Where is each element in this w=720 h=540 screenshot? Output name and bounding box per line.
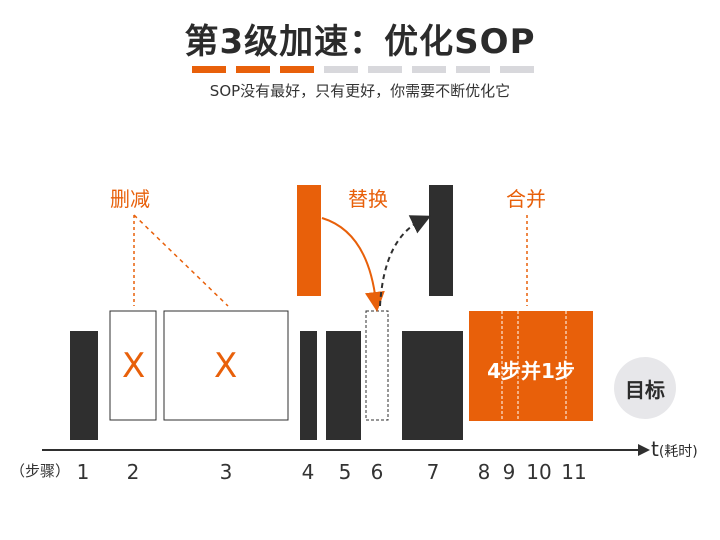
merge-label: 合并 bbox=[506, 187, 546, 211]
replacement-old-block bbox=[429, 185, 453, 296]
goal-badge: 目标 bbox=[614, 357, 676, 419]
step-6-block-slot bbox=[365, 310, 389, 421]
step-number-1: 1 bbox=[76, 460, 90, 484]
delete-connector-2 bbox=[133, 214, 229, 307]
progress-segment-1 bbox=[192, 66, 226, 73]
delete-label: 删减 bbox=[110, 187, 150, 211]
step-number-10: 10 bbox=[526, 460, 552, 484]
step-number-11: 11 bbox=[561, 460, 587, 484]
step-3-block-deleted bbox=[163, 310, 289, 421]
step-1-block bbox=[70, 331, 98, 440]
subtitle: SOP没有最好，只有更好，你需要不断优化它 bbox=[209, 82, 511, 100]
step-2-delete-mark: X bbox=[122, 346, 146, 386]
step-3-delete-mark: X bbox=[214, 346, 238, 386]
progress-segment-4 bbox=[324, 66, 358, 73]
replace-label: 替换 bbox=[348, 187, 388, 211]
replacement-new-block bbox=[297, 185, 321, 296]
time-axis-label: t(耗时) bbox=[651, 437, 698, 461]
step-4-block bbox=[300, 331, 317, 440]
merged-block-label: 4步并1步 bbox=[487, 359, 575, 383]
replace-out-arrow bbox=[379, 215, 432, 307]
step-5-block bbox=[326, 331, 361, 440]
step-number-2: 2 bbox=[126, 460, 140, 484]
step-number-8: 8 bbox=[477, 460, 491, 484]
step-number-4: 4 bbox=[301, 460, 315, 484]
page-title: 第3级加速：优化SOP bbox=[184, 22, 536, 62]
step-number-6: 6 bbox=[370, 460, 384, 484]
step-number-7: 7 bbox=[426, 460, 440, 484]
axis-unit-label: （步骤） bbox=[10, 462, 71, 480]
step-number-3: 3 bbox=[219, 460, 233, 484]
progress-segment-7 bbox=[456, 66, 490, 73]
replace-in-arrow bbox=[321, 217, 385, 312]
progress-segment-6 bbox=[412, 66, 446, 73]
progress-segment-5 bbox=[368, 66, 402, 73]
progress-segment-3 bbox=[280, 66, 314, 73]
time-axis-unit: (耗时) bbox=[658, 444, 698, 460]
step-2-block-deleted bbox=[109, 310, 157, 421]
time-axis-symbol: t bbox=[651, 437, 659, 461]
time-axis-arrow-icon bbox=[638, 444, 650, 456]
progress-segment-8 bbox=[500, 66, 534, 73]
merged-block bbox=[469, 311, 593, 421]
step-number-5: 5 bbox=[338, 460, 352, 484]
step-number-9: 9 bbox=[502, 460, 516, 484]
progress-segment-2 bbox=[236, 66, 270, 73]
step-7-block bbox=[402, 331, 463, 440]
